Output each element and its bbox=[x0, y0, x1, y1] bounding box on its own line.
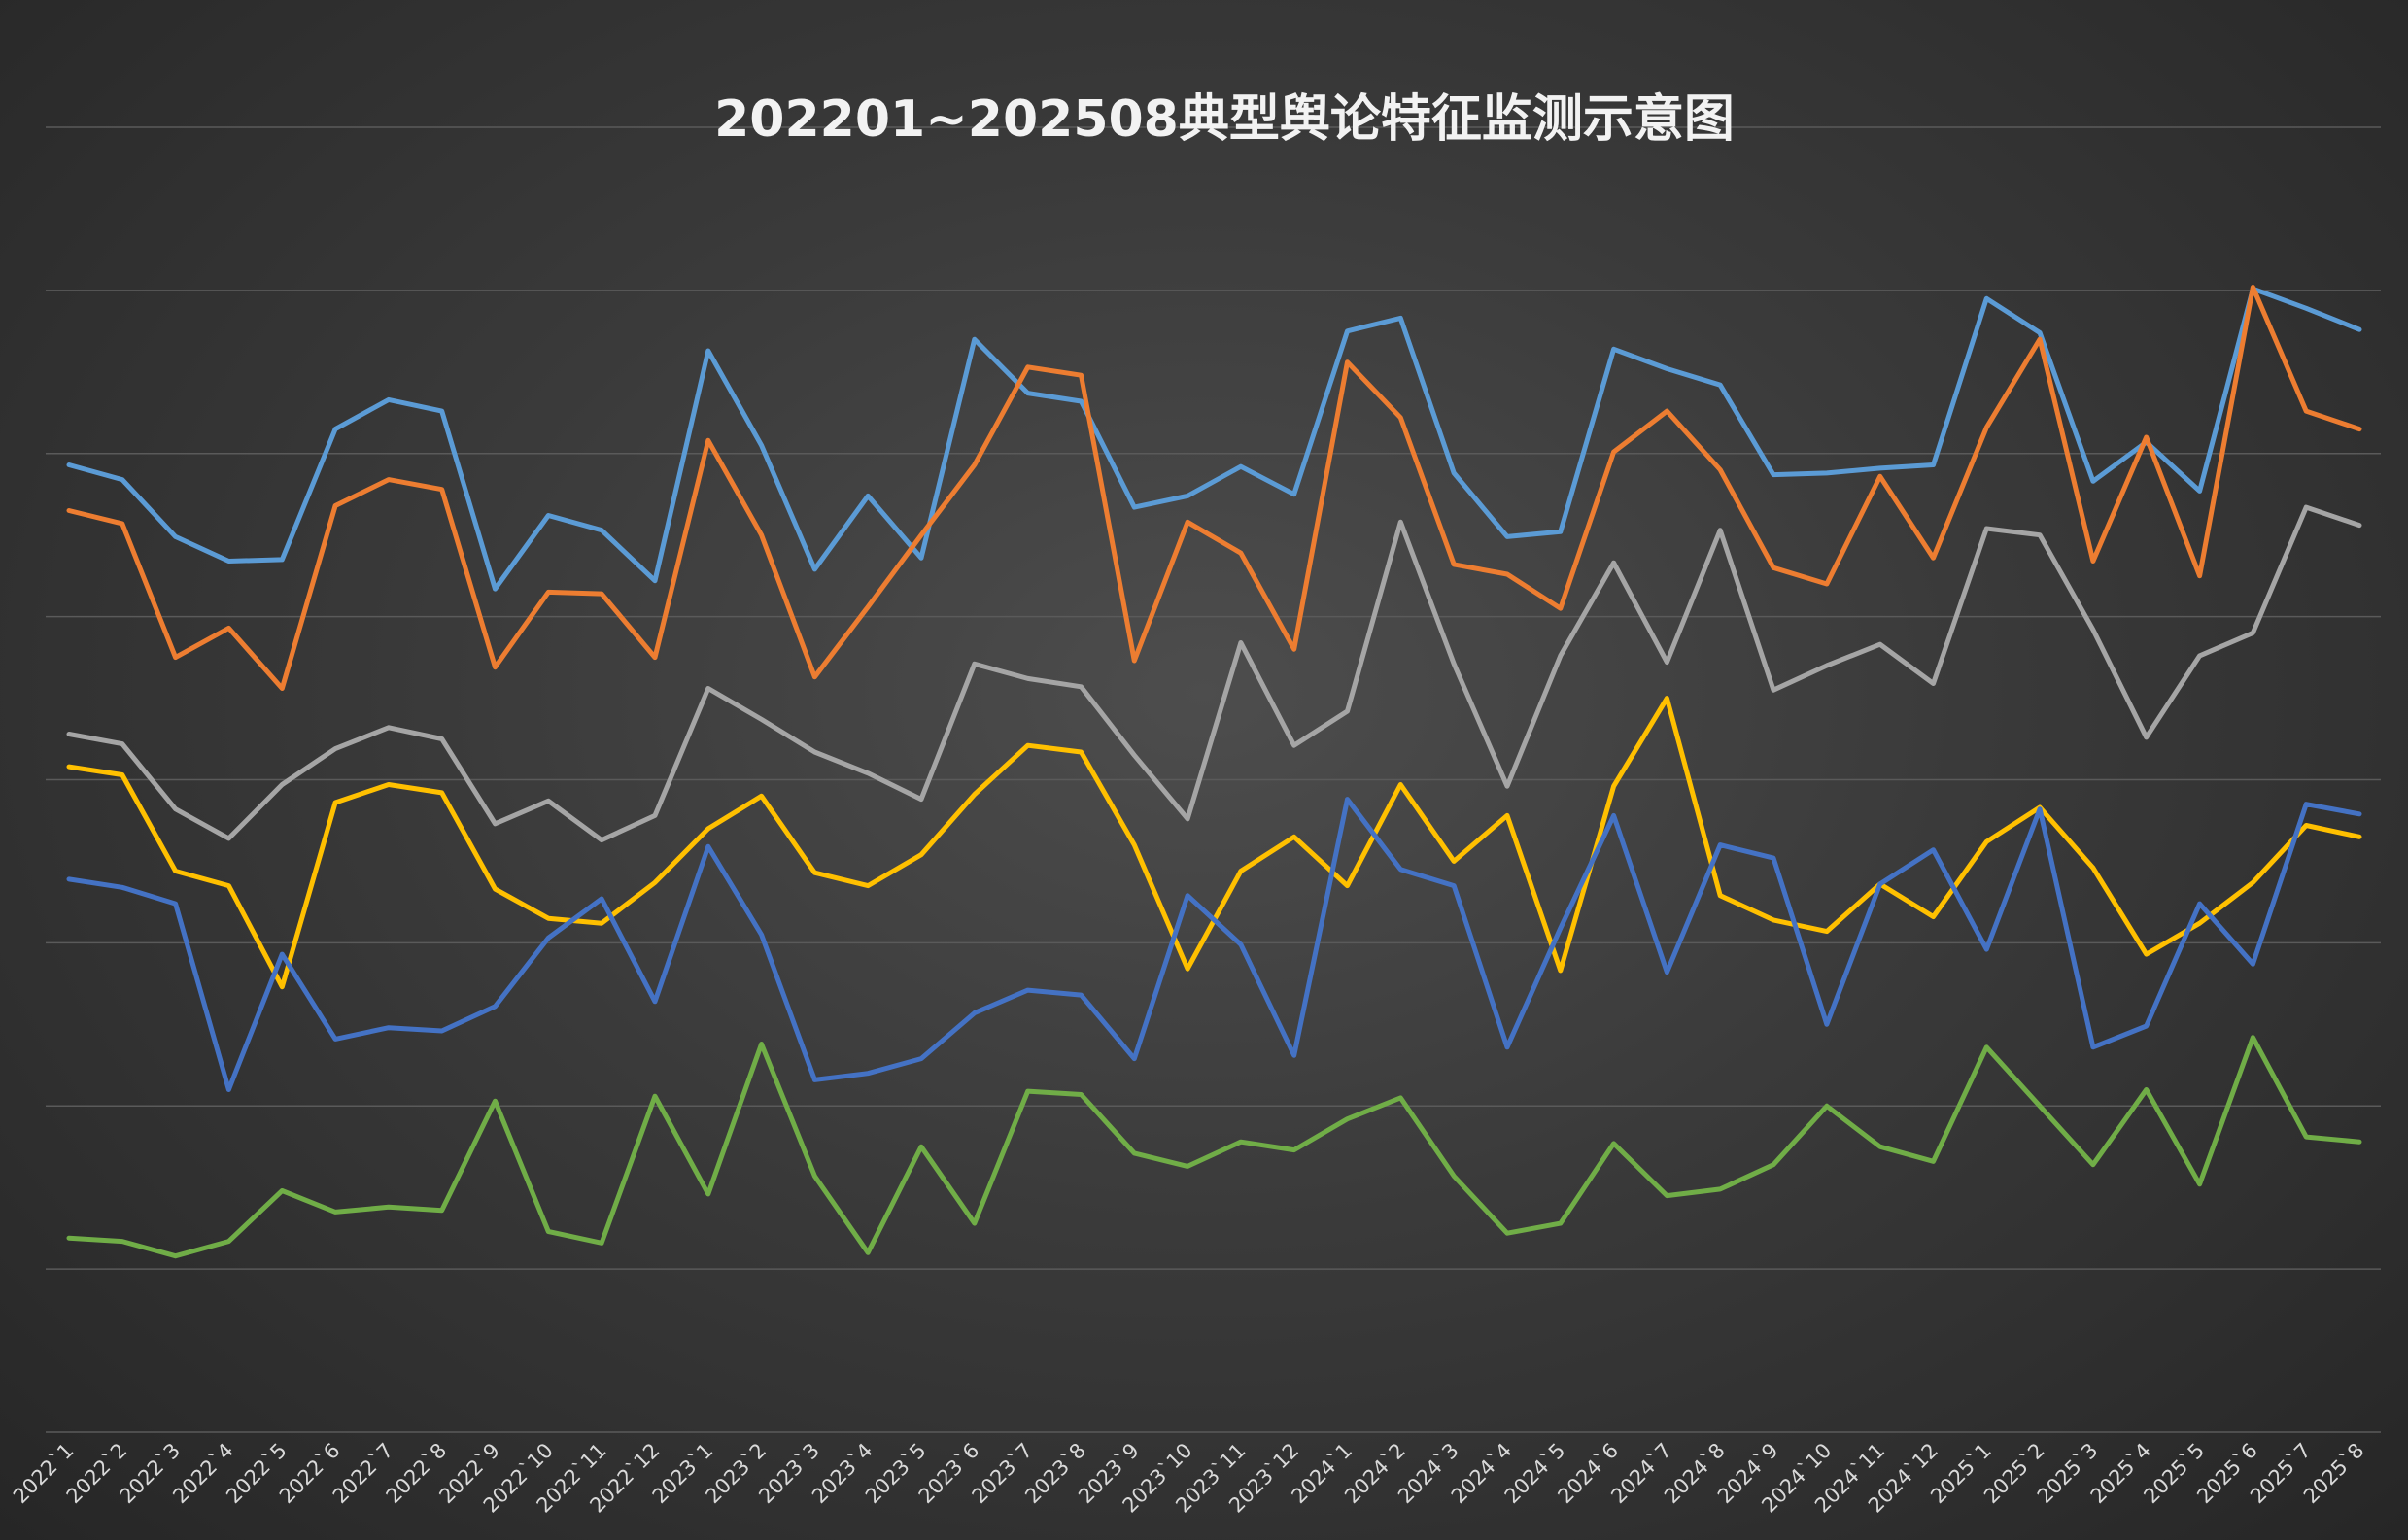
series-line-6 bbox=[66, 1035, 2362, 1259]
series-line-3 bbox=[66, 504, 2362, 843]
x-tick-label: 2025`8 bbox=[2299, 1439, 2369, 1509]
gridlines bbox=[46, 126, 2381, 1433]
x-axis-tick-labels: 2022`12022`22022`32022`42022`52022`62022… bbox=[9, 1439, 2369, 1518]
series-line-2 bbox=[66, 285, 2362, 691]
series-line-1 bbox=[66, 286, 2362, 592]
series-line-5 bbox=[66, 797, 2362, 1092]
chart-title: 202201~202508典型舆论特征监测示意图 bbox=[714, 90, 1735, 149]
series-line-4 bbox=[66, 696, 2362, 990]
series-group bbox=[66, 285, 2362, 1259]
